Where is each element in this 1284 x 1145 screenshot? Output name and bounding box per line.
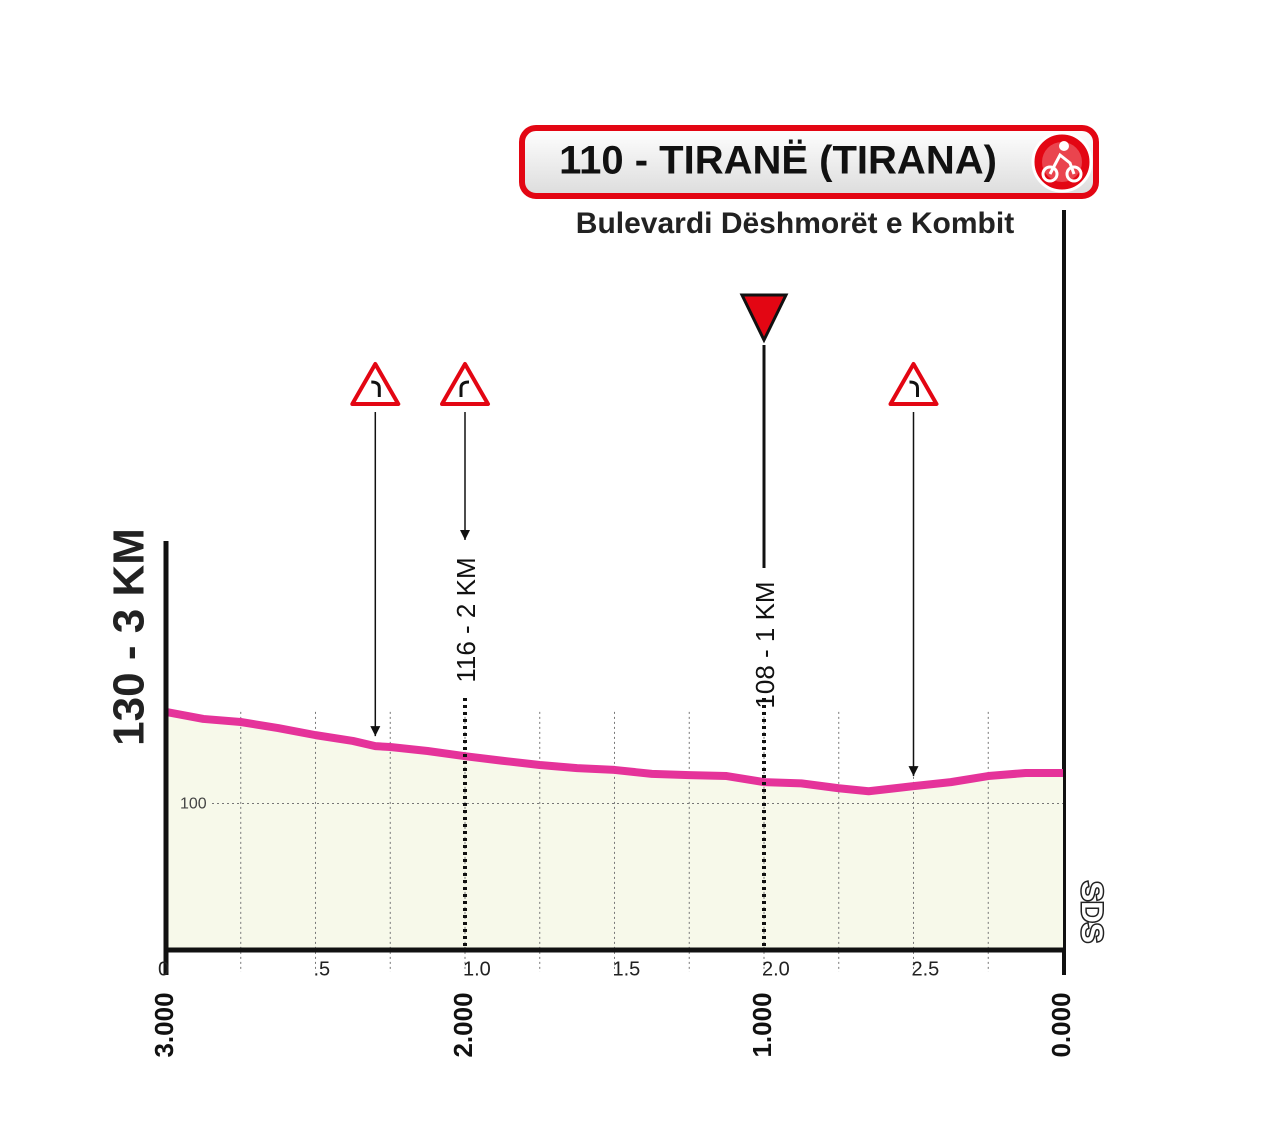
y-tick-label: 100 [180, 796, 207, 813]
x-tick-label: .5 [314, 958, 331, 980]
x-tick-label: 1.0 [463, 958, 491, 980]
x-tick-label: 1.5 [613, 958, 641, 980]
profile-line [165, 707, 1063, 796]
x-tick-label: 2.5 [912, 958, 940, 980]
x2-tick-label: 0.000 [1046, 992, 1076, 1057]
warning-curve [371, 380, 381, 397]
x2-tick-label: 2.000 [448, 992, 478, 1057]
warning-arrowhead [908, 766, 919, 777]
title-box [519, 125, 1099, 199]
x-tick-label: 0 [158, 958, 169, 980]
logo: SDS [1075, 881, 1108, 943]
chart-title: 110 - TIRANË (TIRANA) [559, 139, 997, 183]
warning-curve [459, 380, 470, 397]
marker-label: 116 - 2 KM [451, 557, 481, 682]
x2-tick-label: 3.000 [149, 992, 179, 1057]
chart-subtitle: Bulevardi Dëshmorët e Kombit [576, 207, 1014, 240]
finish-icon [1031, 131, 1093, 193]
x2-tick-label: 1.000 [747, 992, 777, 1057]
area-fill [166, 711, 1063, 950]
warning-arrowhead [370, 726, 381, 737]
warning-arrowhead [460, 530, 470, 540]
start-label: 130 - 3 KM [105, 528, 154, 746]
warning-curve [909, 380, 919, 397]
x-tick-label: 2.0 [762, 958, 790, 980]
marker-label: 108 - 1 KM [750, 581, 780, 708]
flamme-rouge [739, 293, 789, 344]
